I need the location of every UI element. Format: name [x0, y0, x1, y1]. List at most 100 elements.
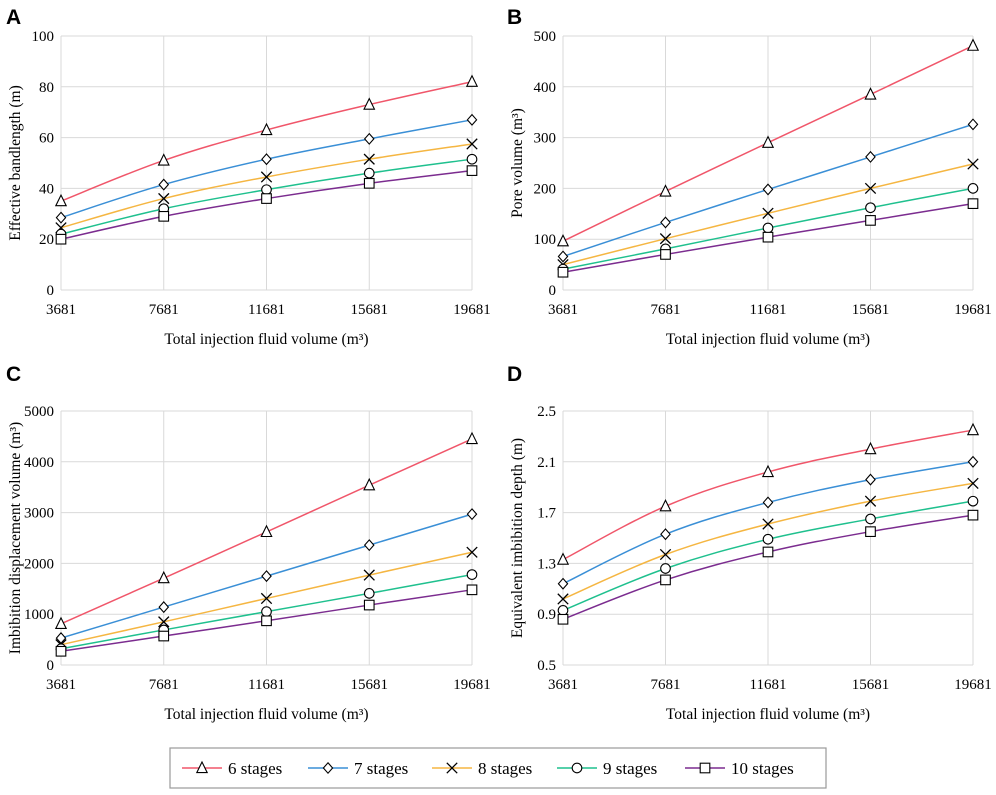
y-tick-label: 2000 — [24, 556, 54, 572]
data-point-stroke — [762, 518, 774, 530]
x-tick-label: 7681 — [651, 677, 681, 693]
y-tick-label: 0.9 — [537, 607, 556, 623]
data-point — [466, 508, 478, 521]
data-point — [261, 153, 272, 166]
data-point — [363, 599, 375, 611]
x-axis-title: Total injection fluid volume (m³) — [164, 331, 368, 348]
data-point — [967, 455, 979, 468]
data-point-stroke — [864, 182, 877, 195]
y-tick-label: 400 — [534, 80, 557, 96]
legend-item: 8 stages — [432, 759, 532, 778]
x-tick-label: 11681 — [750, 302, 787, 318]
data-point — [864, 182, 877, 195]
series-10-stages — [55, 165, 478, 245]
x-tick-label: 3681 — [548, 677, 578, 693]
data-point — [556, 233, 570, 247]
y-axis-title: Imbibition displacement volume (m³) — [7, 422, 24, 654]
data-point — [762, 231, 774, 243]
data-point — [967, 158, 979, 170]
data-point — [55, 211, 67, 224]
data-point — [762, 496, 774, 509]
data-point — [363, 167, 375, 179]
x-tick-label: 19681 — [954, 302, 992, 318]
panel-c: C 0 1000 2000 3000 4000 5000 3681 7681 11681 15681… — [6, 363, 491, 723]
data-point-stroke — [864, 495, 877, 507]
y-tick-label: 0 — [47, 658, 55, 674]
data-point — [557, 605, 569, 616]
x-tick-label: 19681 — [954, 677, 992, 693]
data-point — [660, 574, 671, 586]
data-point-stroke — [967, 477, 979, 490]
series-7-stages — [557, 118, 979, 263]
data-point — [261, 606, 272, 618]
data-point — [260, 524, 273, 538]
data-point — [762, 222, 774, 234]
series-9-stages — [557, 495, 979, 616]
data-point-stroke — [260, 592, 273, 605]
data-point — [864, 495, 877, 507]
legend-marker — [699, 762, 711, 774]
series-7-stages — [55, 113, 478, 224]
data-point — [967, 495, 979, 507]
data-point — [55, 645, 67, 657]
data-point — [557, 593, 569, 605]
data-point — [966, 422, 980, 436]
data-point — [762, 518, 774, 530]
data-point — [466, 165, 478, 176]
data-point — [967, 183, 979, 194]
x-axis-title: Total injection fluid volume (m³) — [666, 331, 870, 348]
y-tick-label: 20 — [39, 232, 54, 248]
data-point — [260, 122, 273, 136]
data-point — [967, 118, 979, 131]
x-tick-label: 3681 — [548, 302, 578, 318]
data-point — [761, 135, 775, 148]
legend-item: 7 stages — [308, 759, 408, 778]
x-tick-label: 15681 — [852, 302, 890, 318]
data-point — [762, 207, 774, 219]
data-point — [465, 431, 479, 445]
legend-item: 10 stages — [685, 759, 794, 778]
y-tick-label: 500 — [534, 29, 557, 45]
data-point — [55, 233, 67, 245]
x-tick-label: 19681 — [453, 302, 491, 318]
x-tick-label: 11681 — [248, 302, 285, 318]
data-point — [466, 584, 478, 596]
y-tick-label: 100 — [534, 232, 557, 248]
data-point — [157, 153, 170, 166]
data-point — [865, 473, 876, 486]
data-point — [659, 499, 672, 512]
data-point — [363, 97, 376, 110]
data-point-stroke — [466, 138, 478, 150]
x-tick-label: 7681 — [149, 302, 179, 318]
legend-marker — [322, 761, 334, 775]
data-point — [762, 183, 774, 196]
data-point — [260, 592, 273, 605]
data-point — [55, 632, 67, 645]
x-tick-label: 19681 — [453, 677, 491, 693]
legend-marker-stroke — [446, 762, 458, 774]
data-point — [363, 569, 375, 581]
data-point — [865, 150, 876, 163]
series-6-stages — [556, 422, 980, 565]
data-point — [761, 464, 775, 478]
y-tick-label: 1000 — [24, 607, 54, 623]
series-8-stages — [55, 138, 478, 234]
data-point — [659, 548, 672, 561]
data-point — [864, 441, 877, 455]
legend-marker — [446, 762, 458, 774]
y-tick-label: 0.5 — [537, 658, 556, 674]
legend-marker — [571, 762, 583, 774]
data-point — [556, 552, 570, 565]
y-tick-label: 200 — [534, 181, 557, 197]
series-10-stages — [55, 584, 478, 657]
data-point — [967, 198, 979, 209]
data-point — [762, 533, 774, 545]
y-tick-label: 0 — [549, 283, 557, 299]
legend-item: 9 stages — [557, 759, 657, 778]
data-point — [466, 546, 478, 558]
data-point — [158, 178, 170, 191]
y-tick-label: 2.5 — [537, 404, 556, 420]
data-point-stroke — [158, 616, 170, 628]
x-tick-label: 15681 — [351, 677, 389, 693]
legend-label: 10 stages — [731, 759, 794, 778]
